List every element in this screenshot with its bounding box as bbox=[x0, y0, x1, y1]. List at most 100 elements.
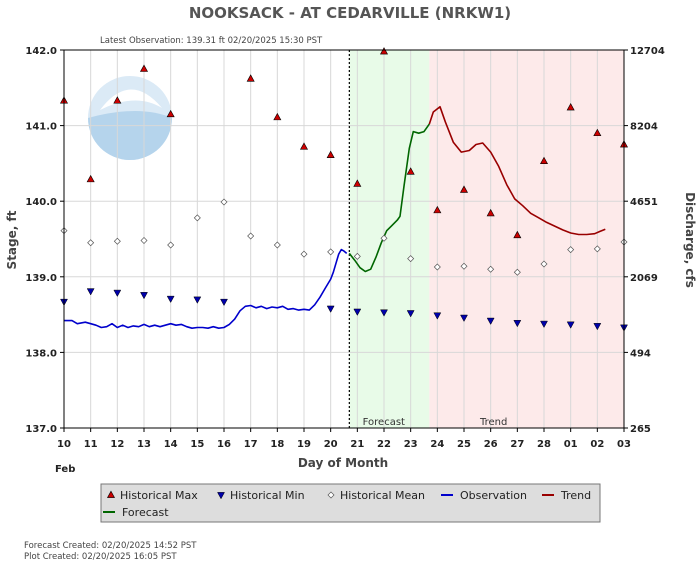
historical-mean-marker bbox=[140, 237, 148, 245]
historical-min-marker bbox=[140, 292, 148, 300]
historical-mean-marker bbox=[273, 241, 281, 249]
axis-titles: Day of Month Feb Stage, ft Discharge, cf… bbox=[5, 192, 697, 475]
chart-title: NOOKSACK - AT CEDARVILLE (NRKW1) bbox=[189, 4, 511, 22]
plot-axes bbox=[63, 49, 625, 429]
historical-max-marker bbox=[566, 103, 575, 111]
historical-max-marker bbox=[113, 96, 122, 104]
historical-max-marker bbox=[406, 167, 415, 175]
x-tick-label: 03 bbox=[617, 439, 631, 450]
historical-mean-marker bbox=[247, 232, 255, 240]
x-tick-label: 24 bbox=[430, 439, 444, 450]
chart-footer: Forecast Created: 02/20/2025 14:52 PST P… bbox=[24, 541, 197, 562]
legend-historical-min-icon bbox=[217, 492, 225, 500]
historical-mean-marker bbox=[540, 260, 548, 268]
latest-observation-text: Latest Observation: 139.31 ft 02/20/2025… bbox=[100, 36, 323, 46]
historical-max-marker bbox=[539, 156, 549, 165]
x-tick-label: 19 bbox=[297, 439, 311, 450]
historical-min-marker bbox=[486, 317, 495, 325]
y-tick-label-right: 265 bbox=[630, 424, 651, 435]
historical-mean-marker bbox=[433, 263, 441, 271]
historical-min-marker bbox=[86, 288, 95, 296]
historical-min-marker bbox=[460, 314, 468, 322]
historical-mean-marker bbox=[113, 237, 121, 245]
chart-legend: Historical Max Historical Min Historical M… bbox=[100, 483, 601, 523]
axis-ticks: 10 11 12 13 14 15 16 17 18 19 20 21 22 23 24 25 26 27 28 01… bbox=[25, 46, 664, 450]
x-tick-label: 20 bbox=[324, 439, 338, 450]
historical-mean-marker bbox=[353, 252, 361, 260]
legend-label: Trend bbox=[560, 489, 591, 502]
series-forecast-line bbox=[348, 123, 430, 273]
historical-mean-marker bbox=[567, 246, 575, 254]
historical-min-marker bbox=[193, 296, 202, 304]
historical-mean-marker bbox=[327, 248, 335, 256]
x-tick-label: 13 bbox=[137, 439, 151, 450]
x-tick-label: 16 bbox=[217, 439, 231, 450]
historical-max-marker bbox=[593, 128, 602, 137]
x-tick-label: 12 bbox=[110, 439, 124, 450]
logo-wave bbox=[88, 111, 172, 160]
historical-min-marker bbox=[353, 308, 362, 316]
historical-mean-marker bbox=[593, 245, 601, 253]
historical-mean-marker bbox=[380, 234, 388, 242]
x-tick-label: 18 bbox=[270, 439, 284, 450]
historical-mean-marker bbox=[407, 255, 415, 263]
historical-mean-marker bbox=[487, 265, 495, 273]
historical-max-marker bbox=[86, 174, 95, 183]
historical-min-marker bbox=[380, 309, 388, 317]
historical-max-marker bbox=[353, 179, 362, 187]
historical-min-marker bbox=[326, 305, 335, 313]
historical-max-marker bbox=[459, 185, 469, 193]
y-tick-label-left: 138.0 bbox=[25, 348, 57, 359]
x-tick-label: 22 bbox=[377, 439, 391, 450]
x-tick-label: 28 bbox=[537, 439, 551, 450]
historical-max-marker bbox=[433, 205, 442, 214]
forecast-zone bbox=[349, 50, 430, 428]
x-tick-label: 14 bbox=[164, 439, 178, 450]
noaa-logo-watermark bbox=[88, 76, 172, 160]
historical-mean-marker bbox=[460, 262, 468, 270]
series-observation-line bbox=[64, 248, 348, 329]
plot-created-text: Plot Created: 02/20/2025 16:05 PST bbox=[24, 552, 177, 562]
historical-min-marker bbox=[406, 310, 415, 318]
y-tick-label-left: 139.0 bbox=[25, 273, 57, 284]
historical-max-marker bbox=[139, 64, 149, 72]
x-tick-label: 27 bbox=[510, 439, 524, 450]
historical-max-marker bbox=[379, 47, 389, 55]
historical-mean-marker bbox=[300, 250, 308, 258]
x-tick-label: 01 bbox=[564, 439, 578, 450]
y-tick-label-left: 142.0 bbox=[25, 46, 57, 57]
x-tick-label: 02 bbox=[590, 439, 604, 450]
historical-min-marker bbox=[220, 298, 228, 307]
historical-mean-marker bbox=[513, 268, 521, 276]
x-tick-label: 23 bbox=[404, 439, 418, 450]
x-tick-label: 21 bbox=[350, 439, 364, 450]
legend-historical-mean-icon bbox=[327, 491, 335, 499]
trend-zone bbox=[429, 50, 624, 428]
historical-mean-marker bbox=[87, 239, 95, 247]
zone-labels: Forecast Trend bbox=[363, 417, 508, 428]
historical-mean-marker bbox=[167, 241, 175, 249]
forecast-zone-label: Forecast bbox=[363, 417, 405, 428]
historical-max-marker bbox=[273, 112, 282, 121]
data-series bbox=[64, 105, 606, 329]
legend-label: Historical Min bbox=[230, 489, 305, 502]
x-tick-label: 15 bbox=[190, 439, 204, 450]
historical-mean-marker bbox=[193, 214, 201, 222]
historical-min-marker bbox=[540, 320, 548, 328]
historical-max-marker bbox=[513, 230, 522, 239]
chart-header: NOOKSACK - AT CEDARVILLE (NRKW1) Latest … bbox=[100, 4, 511, 46]
historical-max-marker bbox=[166, 109, 175, 118]
month-label: Feb bbox=[55, 464, 75, 475]
legend-label: Historical Mean bbox=[340, 489, 425, 502]
y-tick-label-right: 12704 bbox=[630, 46, 665, 57]
historical-max-marker bbox=[326, 150, 335, 158]
y-axis-title-right: Discharge, cfs bbox=[683, 192, 697, 288]
x-tick-label: 11 bbox=[84, 439, 98, 450]
y-tick-label-right: 4651 bbox=[630, 197, 658, 208]
y-tick-label-left: 140.0 bbox=[25, 197, 57, 208]
legend-label: Historical Max bbox=[120, 489, 198, 502]
x-tick-label: 10 bbox=[57, 439, 71, 450]
historical-max-marker bbox=[246, 74, 255, 82]
historical-min-marker bbox=[113, 289, 122, 297]
